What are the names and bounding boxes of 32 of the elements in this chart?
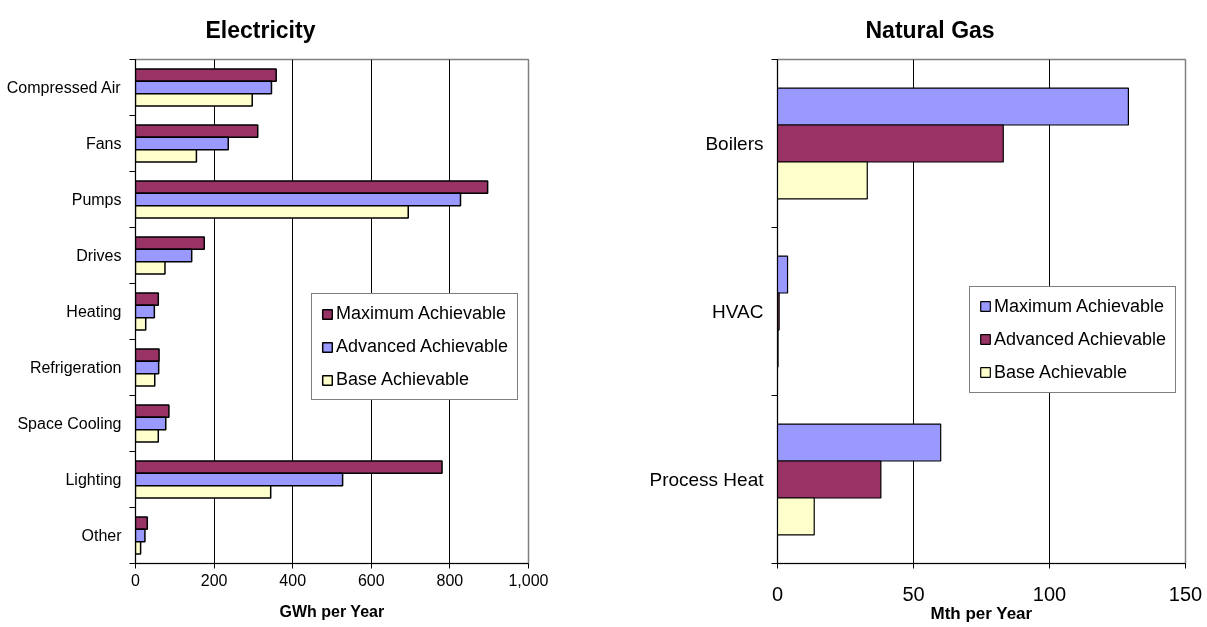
x-tick-label: 100 <box>1032 582 1067 605</box>
x-tick-label: 0 <box>131 571 141 589</box>
legend-label: Maximum Achievable <box>994 295 1165 317</box>
x-tick-label: 1,000 <box>508 571 549 589</box>
y-tick-label: Compressed Air <box>6 79 122 96</box>
legend-label: Advanced Achievable <box>336 336 509 358</box>
y-tick-label: Pumps <box>71 191 122 208</box>
x-axis-title: Mth per Year <box>930 603 1033 623</box>
x-tick-label: 150 <box>1168 582 1203 605</box>
chart-title: Natural Gas <box>865 17 995 43</box>
legend-label: Maximum Achievable <box>336 303 507 325</box>
y-tick-label: Boilers <box>705 133 764 154</box>
y-tick-label: Drives <box>76 247 122 264</box>
x-tick-label: 600 <box>357 571 385 589</box>
x-tick-label: 200 <box>200 571 228 589</box>
y-tick-label: Process Heat <box>649 469 765 490</box>
chart-title: Electricity <box>205 17 316 43</box>
legend-label: Base Achievable <box>994 361 1128 383</box>
y-tick-label: Fans <box>85 135 122 152</box>
x-axis-title: GWh per Year <box>279 602 385 620</box>
y-tick-label: HVAC <box>712 301 764 322</box>
legend-label: Base Achievable <box>336 369 470 391</box>
y-tick-label: Lighting <box>65 471 122 488</box>
x-tick-label: 400 <box>279 571 307 589</box>
x-tick-label: 50 <box>902 582 925 605</box>
y-tick-label: Refrigeration <box>29 359 122 376</box>
legend-label: Advanced Achievable <box>994 328 1167 350</box>
y-tick-label: Heating <box>66 303 122 320</box>
x-tick-label: 0 <box>771 582 784 605</box>
y-tick-label: Space Cooling <box>17 415 122 432</box>
x-tick-label: 800 <box>436 571 464 589</box>
y-tick-label: Other <box>81 527 123 544</box>
